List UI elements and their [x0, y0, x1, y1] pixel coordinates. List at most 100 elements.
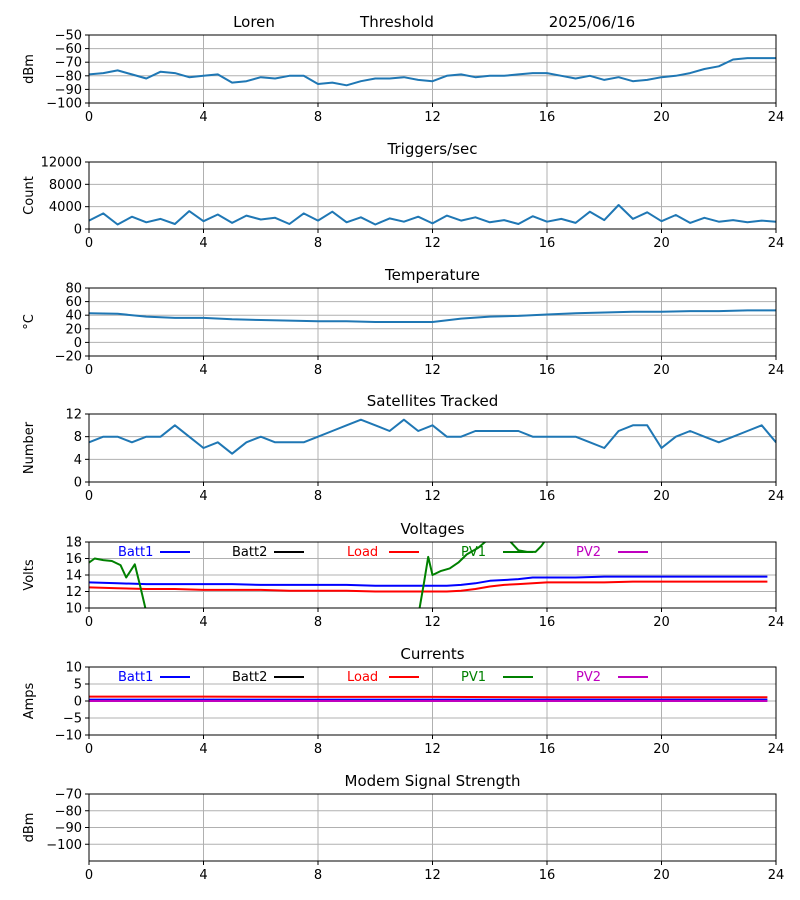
x-tick-label: 0 — [85, 363, 93, 378]
series-line-triggers — [89, 204, 776, 226]
x-tick-label: 8 — [314, 110, 322, 125]
y-tick-label: −80 — [55, 69, 82, 84]
legend-label-batt1: Batt1 — [118, 670, 153, 685]
y-tick-label: 12000 — [41, 156, 82, 171]
x-tick-label: 4 — [199, 489, 207, 504]
panel-signal: 0 4 8 12 16 20 24 −100−90−80−70−60−50 dBm — [22, 29, 784, 126]
panel-title: Triggers/sec — [387, 140, 478, 158]
x-tick-label: 0 — [85, 615, 93, 630]
station-name: Loren — [233, 13, 275, 31]
x-tick-label: 8 — [314, 615, 322, 630]
x-tick-label: 4 — [199, 615, 207, 630]
y-axis-label: Number — [22, 421, 37, 474]
series-group — [89, 57, 776, 87]
y-tick-label: 12 — [65, 585, 82, 600]
y-tick-label: 8000 — [49, 178, 82, 193]
y-tick-label: 60 — [65, 295, 82, 310]
x-tick-label: 0 — [85, 868, 93, 883]
series-group — [89, 542, 768, 608]
y-tick-label: 14 — [65, 569, 82, 584]
panel-title: Satellites Tracked — [367, 392, 498, 410]
x-tick-label: 16 — [539, 742, 556, 757]
y-tick-label: 10 — [65, 602, 82, 617]
x-tick-label: 20 — [653, 363, 670, 378]
x-tick-label: 8 — [314, 363, 322, 378]
legend-label-load: Load — [347, 545, 378, 560]
y-tick-label: 10 — [65, 661, 82, 676]
mode-label: Threshold — [359, 13, 434, 31]
y-tick-label: −70 — [55, 56, 82, 71]
y-tick-label: −100 — [46, 97, 82, 112]
y-tick-label: −80 — [55, 804, 82, 819]
x-tick-label: 8 — [314, 489, 322, 504]
x-tick-label: 12 — [424, 110, 441, 125]
y-tick-label: 16 — [65, 552, 82, 567]
y-tick-label: 12 — [65, 408, 82, 423]
x-tick-label: 4 — [199, 363, 207, 378]
y-tick-label: −90 — [55, 821, 82, 836]
panel-satellites: 0 4 8 12 16 20 24 0 4 8 12 Satellites Tracked Number — [22, 392, 784, 504]
x-tick-label: 20 — [653, 236, 670, 251]
legend-label-batt1: Batt1 — [118, 545, 153, 560]
x-tick-label: 24 — [768, 489, 785, 504]
y-tick-label: 0 — [74, 223, 82, 238]
legend-label-pv2: PV2 — [576, 670, 601, 685]
panel-title: Modem Signal Strength — [345, 772, 521, 790]
x-tick-label: 4 — [199, 742, 207, 757]
series-line-satellites — [89, 418, 776, 455]
x-tick-label: 0 — [85, 489, 93, 504]
series-group — [89, 204, 776, 226]
y-tick-label: 4000 — [49, 200, 82, 215]
x-tick-label: 4 — [199, 868, 207, 883]
y-axis-label: dBm — [22, 813, 37, 843]
series-group — [89, 418, 776, 455]
legend-label-batt2: Batt2 — [232, 670, 267, 685]
panel-triggers: 0 4 8 12 16 20 24 0 4000 8000 12000 Triggers/sec Cou… — [22, 140, 784, 251]
series-line-load — [89, 695, 768, 699]
x-tick-label: 0 — [85, 236, 93, 251]
x-tick-label: 12 — [424, 363, 441, 378]
panel-title: Temperature — [384, 266, 480, 284]
y-tick-label: −90 — [55, 83, 82, 98]
x-tick-label: 0 — [85, 110, 93, 125]
series-line-pv1 — [89, 557, 147, 608]
x-tick-label: 16 — [539, 110, 556, 125]
y-tick-label: −10 — [55, 729, 82, 744]
x-tick-label: 20 — [653, 110, 670, 125]
y-tick-label: 0 — [74, 476, 82, 491]
y-axis-label: °C — [22, 314, 37, 330]
x-tick-label: 24 — [768, 742, 785, 757]
y-tick-label: 18 — [65, 536, 82, 551]
x-tick-label: 24 — [768, 110, 785, 125]
y-tick-label: −100 — [46, 838, 82, 853]
x-tick-label: 12 — [424, 236, 441, 251]
y-axis-label: dBm — [22, 54, 37, 84]
x-tick-label: 16 — [539, 615, 556, 630]
x-tick-label: 8 — [314, 868, 322, 883]
legend-label-pv1: PV1 — [461, 545, 486, 560]
x-tick-label: 20 — [653, 615, 670, 630]
y-tick-label: 0 — [74, 336, 82, 351]
x-tick-label: 16 — [539, 236, 556, 251]
series-group — [89, 309, 776, 323]
x-tick-label: 16 — [539, 868, 556, 883]
y-tick-label: 80 — [65, 282, 82, 297]
legend-label-pv2: PV2 — [576, 545, 601, 560]
y-tick-label: −60 — [55, 42, 82, 57]
x-tick-label: 24 — [768, 615, 785, 630]
date-label: 2025/06/16 — [549, 13, 635, 31]
panel-modem: 0 4 8 12 16 20 24 −100 −90 −80−70 Modem Signal Str… — [22, 772, 784, 883]
x-tick-label: 12 — [424, 742, 441, 757]
y-tick-label: −50 — [55, 29, 82, 44]
series-line-load — [89, 580, 768, 593]
y-tick-label: 4 — [74, 453, 82, 468]
x-tick-label: 12 — [424, 615, 441, 630]
y-tick-label: 40 — [65, 309, 82, 324]
y-tick-label: −5 — [63, 712, 82, 727]
legend-label-batt2: Batt2 — [232, 545, 267, 560]
x-tick-label: 16 — [539, 489, 556, 504]
